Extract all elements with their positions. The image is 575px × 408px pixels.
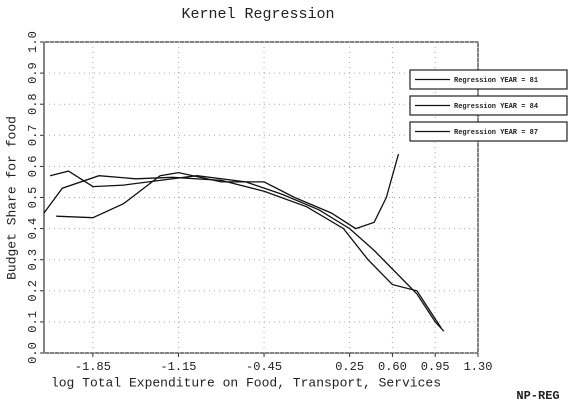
x-axis-label: log Total Expenditure on Food, Transport… bbox=[51, 375, 441, 390]
x-tick-label: 0.95 bbox=[421, 360, 450, 374]
y-tick-label: 0.5 bbox=[26, 187, 40, 209]
legend-box bbox=[409, 69, 568, 90]
x-tick-label: 0.60 bbox=[378, 360, 407, 374]
series-line bbox=[49, 170, 445, 332]
x-tick-label: 1.30 bbox=[464, 360, 493, 374]
series-line bbox=[43, 175, 442, 329]
x-tick-label: -1.85 bbox=[75, 360, 111, 374]
y-axis-label: Budget Share for food bbox=[4, 116, 19, 280]
y-tick-label: 1.0 bbox=[26, 31, 40, 53]
y-tick-label: 0.4 bbox=[26, 218, 40, 240]
legend-label: Regression YEAR = 87 bbox=[454, 129, 538, 137]
chart-title: Kernel Regression bbox=[181, 6, 334, 23]
y-tick-label: 0.8 bbox=[26, 93, 40, 115]
y-tick-label: 0.7 bbox=[26, 124, 40, 146]
annotation: NP-REG bbox=[516, 389, 559, 403]
legend-label: Regression YEAR = 81 bbox=[454, 77, 538, 85]
legend-box bbox=[409, 95, 568, 116]
x-tick-label: -0.45 bbox=[246, 360, 282, 374]
y-tick-label: 0.1 bbox=[26, 311, 40, 333]
y-tick-label: 0.2 bbox=[26, 280, 40, 302]
y-tick-label: 0.0 bbox=[26, 342, 40, 364]
y-tick-label: 0.3 bbox=[26, 249, 40, 271]
y-tick-label: 0.9 bbox=[26, 62, 40, 84]
legend-box bbox=[409, 121, 568, 142]
legend-label: Regression YEAR = 84 bbox=[454, 103, 538, 111]
x-tick-label: 0.25 bbox=[335, 360, 364, 374]
series-line bbox=[56, 153, 400, 230]
y-tick-label: 0.6 bbox=[26, 156, 40, 178]
x-tick-label: -1.15 bbox=[160, 360, 196, 374]
